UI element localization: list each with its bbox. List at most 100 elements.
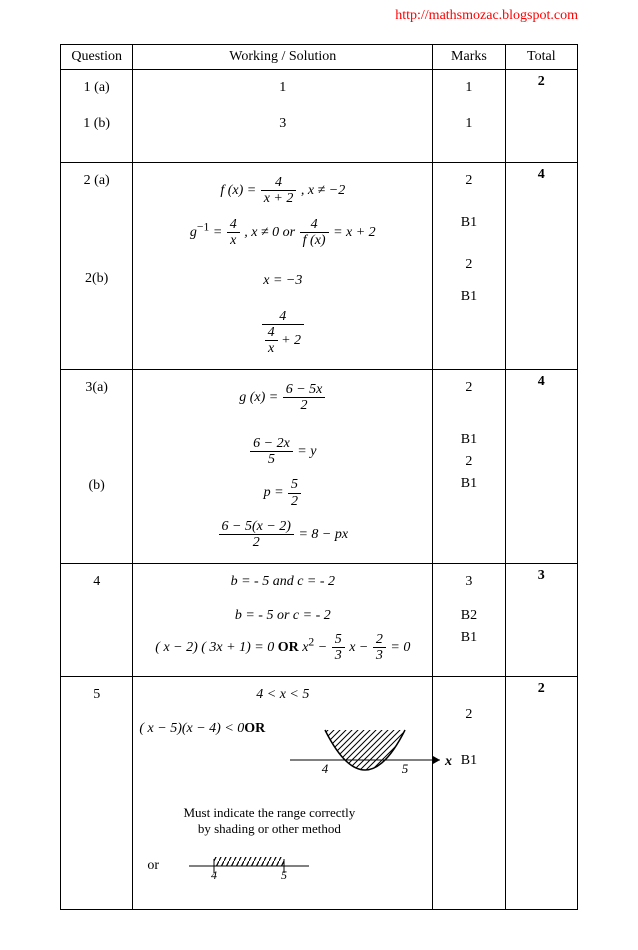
math-text: = y bbox=[297, 444, 316, 459]
header-question: Question bbox=[61, 45, 133, 70]
math-text: , x ≠ −2 bbox=[301, 183, 345, 198]
parabola-diagram: 4 5 x bbox=[285, 725, 455, 795]
math-text: , x ≠ 0 or bbox=[244, 225, 298, 240]
fraction: 4x + 2 bbox=[261, 175, 297, 207]
working-line: 4 4x + 2 bbox=[139, 307, 426, 359]
math-text: ( x − 2) ( 3x + 1) = 0 bbox=[155, 640, 277, 655]
fraction: 6 − 2x5 bbox=[250, 436, 293, 468]
table-row: 2 (a) 2(b) f (x) = 4x + 2 , x ≠ −2 g−1 =… bbox=[61, 163, 578, 370]
math-text: g (x) = bbox=[239, 390, 282, 405]
question-label: 5 bbox=[67, 687, 126, 703]
header-marks: Marks bbox=[433, 45, 505, 70]
math-text: p = bbox=[264, 485, 287, 500]
mark-value: B1 bbox=[439, 476, 498, 492]
mark-value: 2 bbox=[439, 707, 498, 723]
number-line-diagram: 4 5 bbox=[179, 851, 319, 881]
mark-value: 1 bbox=[439, 80, 498, 96]
question-label: 2 (a) bbox=[67, 173, 126, 189]
working-line: 3 bbox=[139, 116, 426, 132]
math-sup: −1 bbox=[197, 220, 209, 233]
mark-value: B2 bbox=[439, 608, 498, 624]
total-value: 3 bbox=[538, 568, 545, 583]
total-cell: 2 bbox=[505, 70, 577, 163]
question-label: 1 (a) bbox=[67, 80, 126, 96]
mark-value: B1 bbox=[439, 630, 498, 646]
math-text: − bbox=[314, 640, 330, 655]
math-text: = 8 − px bbox=[298, 527, 348, 542]
math-text: = x + 2 bbox=[333, 225, 376, 240]
svg-text:5: 5 bbox=[402, 761, 409, 776]
total-value: 2 bbox=[538, 74, 545, 89]
working-line: 1 bbox=[139, 80, 426, 96]
svg-text:5: 5 bbox=[281, 868, 287, 881]
question-label: 1 (b) bbox=[67, 116, 126, 132]
mark-value: 2 bbox=[439, 257, 498, 273]
marks-cell: 3 B2 B1 bbox=[433, 563, 505, 676]
table-row: 1 (a) 1 (b) 1 3 1 1 2 bbox=[61, 70, 578, 163]
working-line: x = −3 bbox=[139, 273, 426, 289]
marks-cell: 1 1 bbox=[433, 70, 505, 163]
math-text: ( x − 5)(x − 4) < 0 bbox=[139, 721, 244, 737]
question-cell: 2 (a) 2(b) bbox=[61, 163, 133, 370]
fraction: 52 bbox=[288, 477, 301, 509]
working-cell: 4 < x < 5 ( x − 5)(x − 4) < 0 OR bbox=[133, 676, 433, 909]
math-text: x − bbox=[349, 640, 372, 655]
math-text: g bbox=[190, 225, 197, 240]
table-row: 4 b = - 5 and c = - 2 b = - 5 or c = - 2… bbox=[61, 563, 578, 676]
fraction: 6 − 5x2 bbox=[283, 382, 326, 414]
or-text: OR bbox=[278, 640, 299, 655]
working-line: ( x − 5)(x − 4) < 0 OR 4 5 bbox=[139, 721, 426, 799]
working-line: p = 52 bbox=[139, 475, 426, 511]
working-line: g (x) = 6 − 5x2 bbox=[139, 380, 426, 416]
marking-note: Must indicate the range correctly by sha… bbox=[179, 805, 359, 837]
header-working: Working / Solution bbox=[133, 45, 433, 70]
total-value: 4 bbox=[538, 374, 545, 389]
total-cell: 2 bbox=[505, 676, 577, 909]
working-line: ( x − 2) ( 3x + 1) = 0 OR x2 − 53 x − 23… bbox=[139, 630, 426, 666]
mark-value: 3 bbox=[439, 574, 498, 590]
question-cell: 5 bbox=[61, 676, 133, 909]
table-row: 5 4 < x < 5 ( x − 5)(x − 4) < 0 OR bbox=[61, 676, 578, 909]
fraction: 4x bbox=[227, 217, 240, 249]
working-line: 6 − 5(x − 2)2 = 8 − px bbox=[139, 517, 426, 553]
svg-text:4: 4 bbox=[211, 868, 217, 881]
fraction: 23 bbox=[373, 632, 386, 664]
fraction: 6 − 5(x − 2)2 bbox=[219, 519, 294, 551]
fraction: 4 4x + 2 bbox=[262, 309, 304, 357]
question-cell: 1 (a) 1 (b) bbox=[61, 70, 133, 163]
mark-value: 2 bbox=[439, 173, 498, 189]
marks-cell: 2 B1 2 B1 bbox=[433, 369, 505, 563]
fraction: 4f (x) bbox=[300, 217, 329, 249]
math-text: = bbox=[209, 225, 225, 240]
svg-text:x: x bbox=[444, 754, 452, 769]
total-value: 2 bbox=[538, 681, 545, 696]
question-cell: 4 bbox=[61, 563, 133, 676]
math-text: f (x) = bbox=[220, 183, 256, 198]
question-label: (b) bbox=[67, 478, 126, 494]
mark-value: B1 bbox=[439, 432, 498, 448]
working-line: g−1 = 4x , x ≠ 0 or 4f (x) = x + 2 bbox=[139, 215, 426, 251]
or-text: or bbox=[147, 858, 159, 874]
total-cell: 3 bbox=[505, 563, 577, 676]
working-line: b = - 5 and c = - 2 bbox=[139, 574, 426, 590]
working-cell: g (x) = 6 − 5x2 6 − 2x5 = y p = 52 6 − 5… bbox=[133, 369, 433, 563]
working-cell: f (x) = 4x + 2 , x ≠ −2 g−1 = 4x , x ≠ 0… bbox=[133, 163, 433, 370]
total-value: 4 bbox=[538, 167, 545, 182]
table-row: 3(a) (b) g (x) = 6 − 5x2 6 − 2x5 = y p =… bbox=[61, 369, 578, 563]
marking-scheme-table: Question Working / Solution Marks Total … bbox=[60, 44, 578, 910]
question-label: 4 bbox=[67, 574, 126, 590]
mark-value: 2 bbox=[439, 380, 498, 396]
or-text: OR bbox=[244, 721, 265, 737]
mark-value: B1 bbox=[439, 215, 498, 231]
question-cell: 3(a) (b) bbox=[61, 369, 133, 563]
svg-text:4: 4 bbox=[322, 761, 329, 776]
total-cell: 4 bbox=[505, 369, 577, 563]
working-line: f (x) = 4x + 2 , x ≠ −2 bbox=[139, 173, 426, 209]
working-cell: 1 3 bbox=[133, 70, 433, 163]
marks-cell: 2 B1 2 B1 bbox=[433, 163, 505, 370]
page-url: http://mathsmozac.blogspot.com bbox=[0, 0, 638, 44]
working-line: 6 − 2x5 = y bbox=[139, 434, 426, 470]
working-line: 4 < x < 5 bbox=[139, 687, 426, 703]
page-body: Question Working / Solution Marks Total … bbox=[0, 44, 638, 950]
question-label: 2(b) bbox=[67, 271, 126, 287]
